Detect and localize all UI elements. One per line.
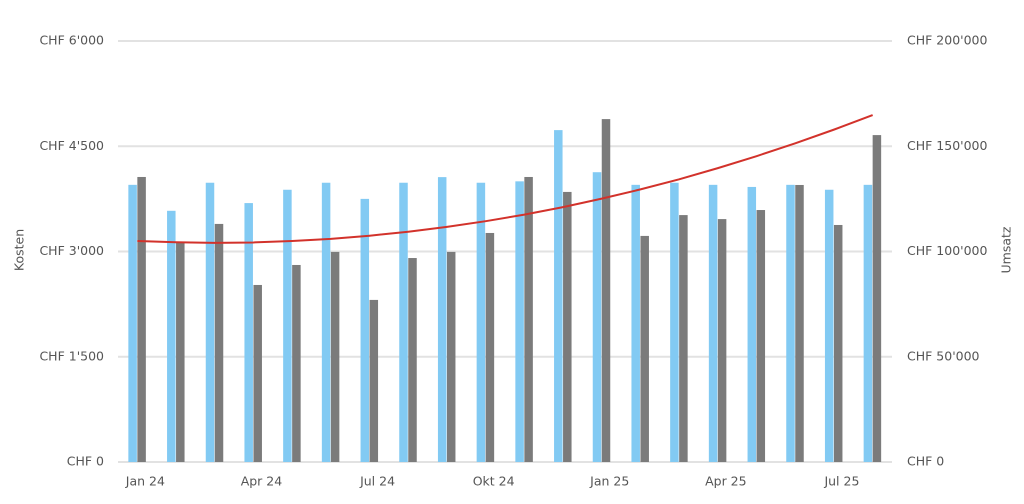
- bar: [679, 215, 688, 462]
- y-tick-label: CHF 4'500: [39, 138, 104, 153]
- x-tick-label: Okt 24: [473, 474, 515, 489]
- bar: [176, 242, 185, 462]
- y2-tick-label: CHF 150'000: [907, 138, 987, 153]
- bar: [524, 176, 533, 462]
- y2-tick-label: CHF 50'000: [907, 348, 980, 363]
- bar: [292, 264, 301, 462]
- bar: [485, 232, 495, 462]
- bar: [515, 181, 524, 463]
- bar: [137, 176, 146, 462]
- bar: [747, 186, 757, 463]
- bar: [321, 182, 331, 462]
- y-tick-label: CHF 3'000: [39, 243, 104, 258]
- bar: [824, 189, 834, 462]
- bar: [399, 182, 408, 462]
- bar: [408, 258, 417, 462]
- trend-line: [137, 114, 874, 244]
- bar: [592, 172, 602, 462]
- bar: [554, 130, 563, 462]
- bar: [631, 184, 640, 462]
- y2-tick-label: CHF 100'000: [907, 243, 987, 258]
- x-tick-label: Apr 25: [705, 474, 747, 489]
- y2-axis-title: Umsatz: [999, 226, 1014, 273]
- x-tick-label: Jan 25: [589, 474, 629, 489]
- bar: [253, 284, 262, 462]
- bar: [476, 182, 486, 462]
- bar: [863, 184, 873, 462]
- y2-tick-label: CHF 0: [907, 454, 944, 469]
- y-tick-label: CHF 0: [67, 454, 104, 469]
- bar: [708, 184, 718, 462]
- bar: [833, 224, 843, 462]
- bar: [563, 191, 572, 462]
- bar: [601, 119, 611, 463]
- bar: [205, 182, 215, 462]
- y-tick-label: CHF 6'000: [39, 33, 104, 48]
- bar: [167, 210, 176, 462]
- bar: [446, 251, 456, 462]
- y-axis-title: Kosten: [12, 229, 27, 271]
- y-tick-label: CHF 1'500: [39, 348, 104, 363]
- bar: [640, 235, 649, 462]
- bar: [214, 223, 224, 462]
- bar: [795, 184, 804, 462]
- bar: [244, 203, 253, 462]
- x-tick-label: Jan 24: [125, 474, 165, 489]
- bar: [670, 182, 679, 462]
- bar: [717, 219, 727, 462]
- bar: [872, 135, 882, 462]
- x-tick-label: Jul 25: [823, 474, 859, 489]
- bar: [756, 210, 766, 462]
- bar: [437, 177, 447, 462]
- bar: [283, 189, 292, 462]
- bar: [369, 299, 379, 462]
- bar: [128, 184, 137, 462]
- y2-tick-label: CHF 200'000: [907, 33, 987, 48]
- x-tick-label: Apr 24: [241, 474, 283, 489]
- x-tick-label: Jul 24: [359, 474, 395, 489]
- bar: [330, 251, 340, 462]
- bar: [360, 198, 370, 462]
- bar: [786, 184, 795, 462]
